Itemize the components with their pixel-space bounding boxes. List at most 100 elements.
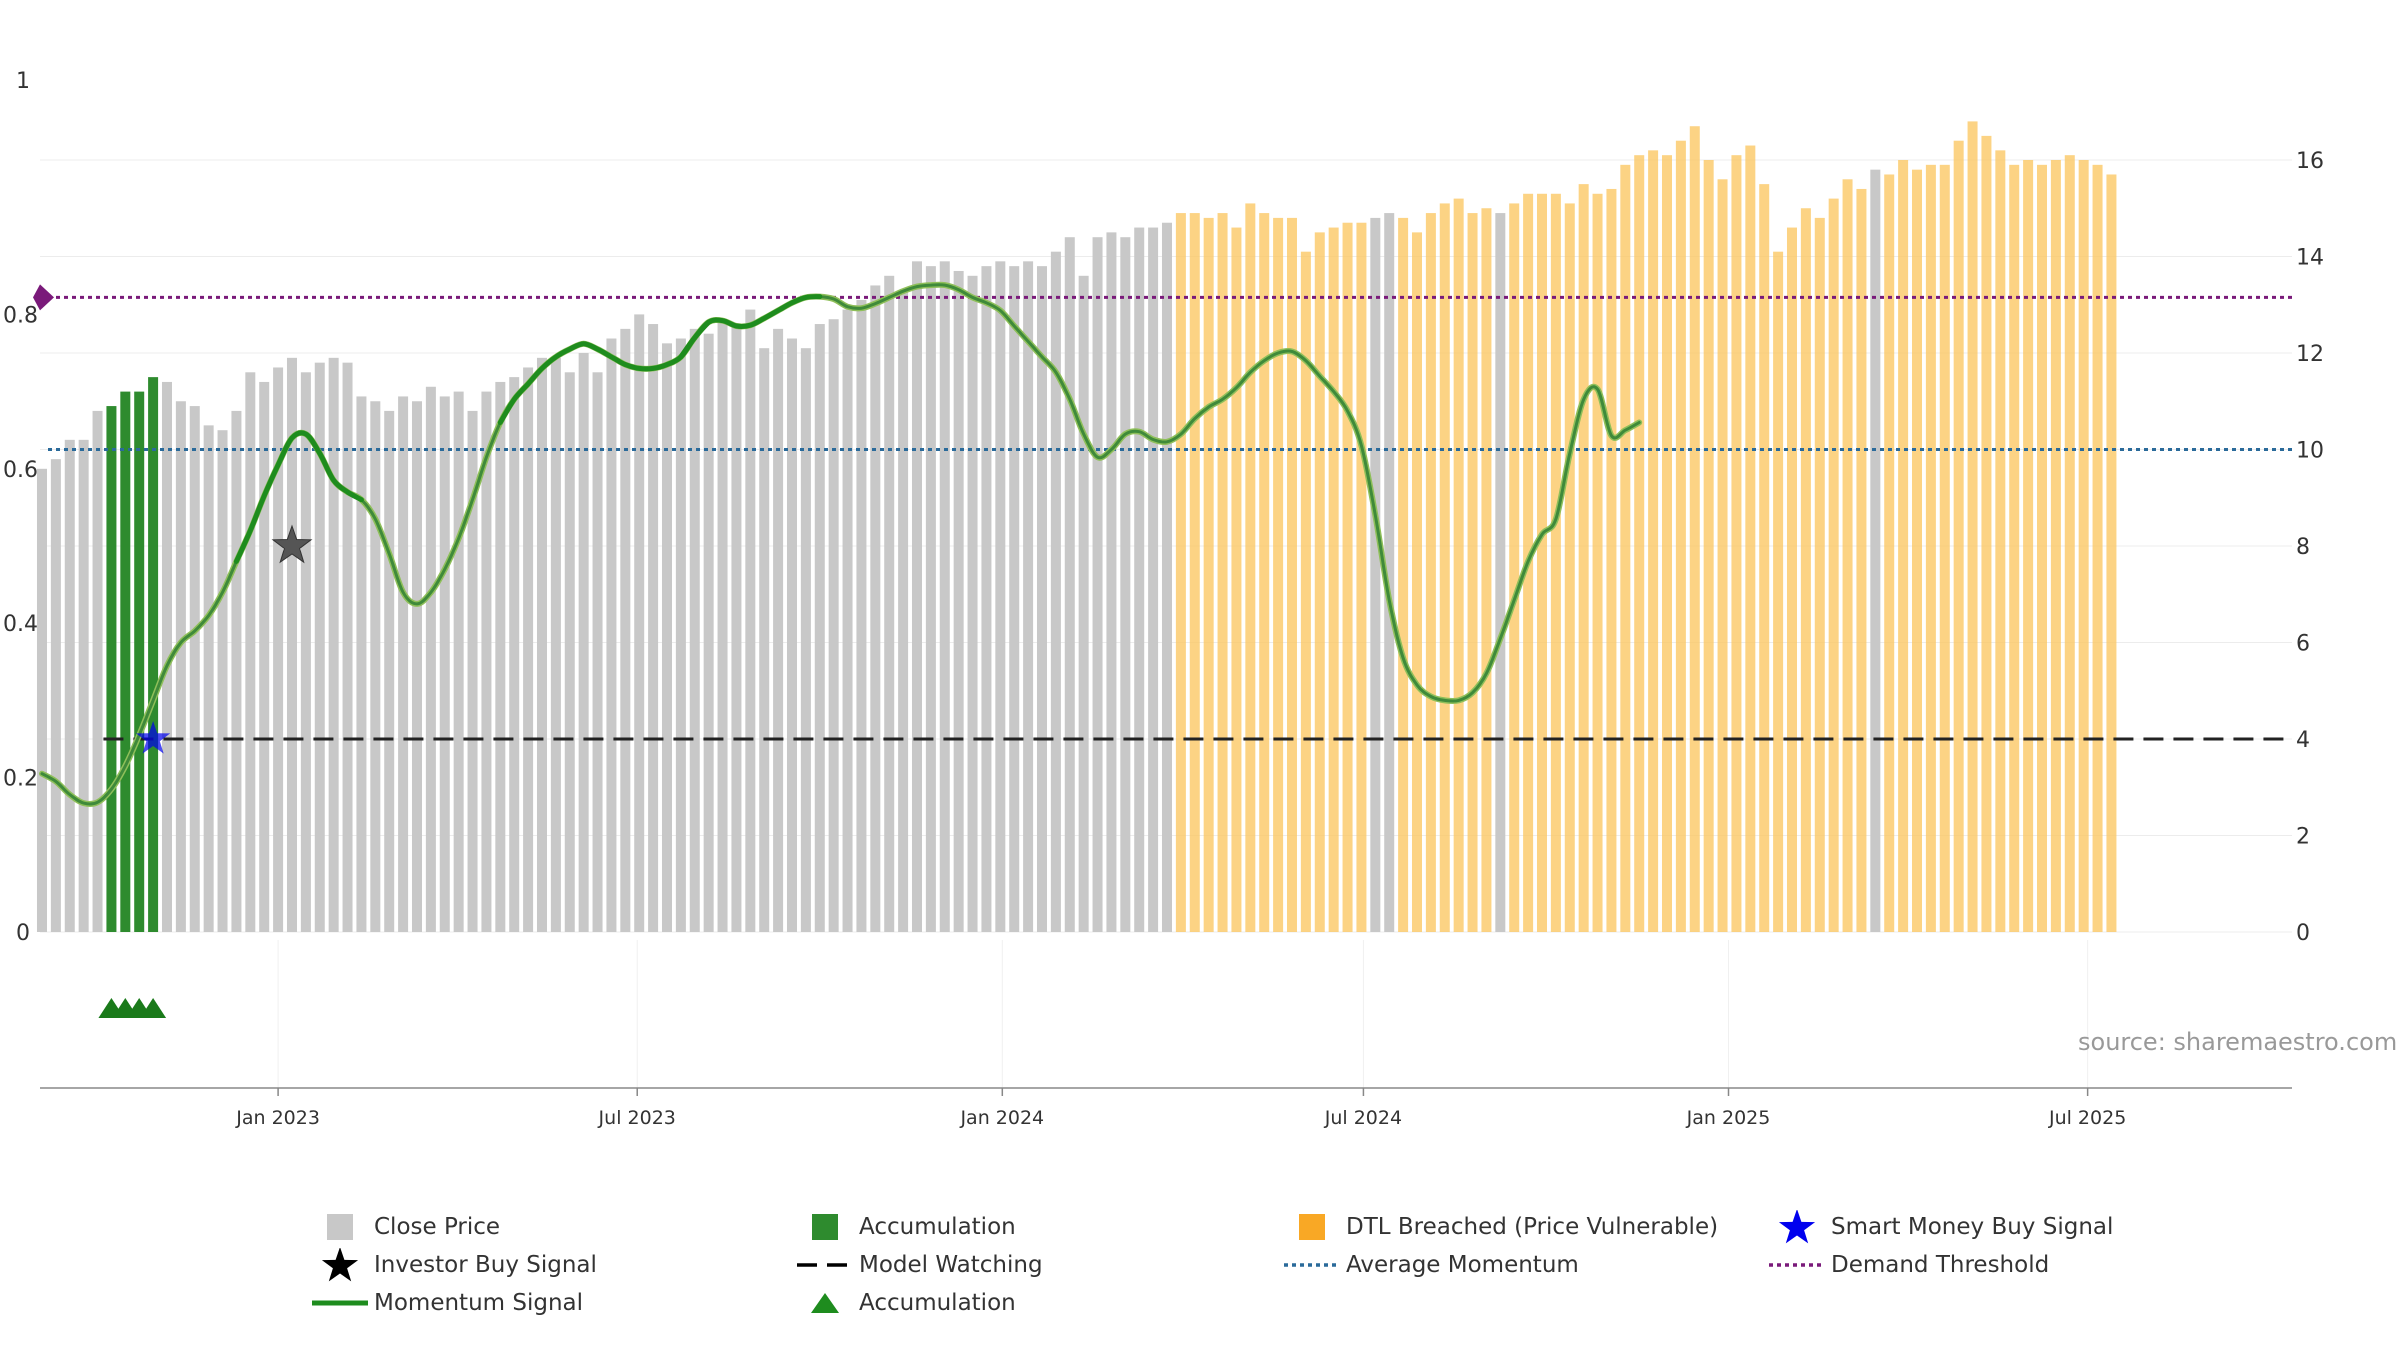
close-price-bar: [634, 314, 645, 932]
close-price-bar: [300, 372, 311, 932]
close-price-bar: [703, 333, 714, 932]
close-price-bar: [1120, 237, 1131, 932]
dtl-breached-bar: [2009, 164, 2020, 932]
legend-item: Average Momentum: [1282, 1248, 1579, 1282]
left-tick-label: 0.4: [3, 612, 38, 637]
close-price-bar: [564, 372, 575, 932]
x-tick-label: Jan 2025: [1686, 1107, 1771, 1129]
dtl-breached-bar: [1620, 164, 1631, 932]
dtl-breached-bar: [1981, 135, 1992, 932]
right-tick-label: 8: [2296, 535, 2310, 560]
dtl-breached-bar: [1245, 203, 1256, 933]
dtl-breached-bar: [1189, 213, 1200, 932]
close-price-bar: [717, 319, 728, 933]
x-tick-label: Jan 2024: [959, 1107, 1044, 1129]
close-price-bar: [411, 401, 422, 932]
dtl-breached-bar: [1481, 208, 1492, 932]
x-tick-label: Jan 2023: [235, 1107, 320, 1129]
close-price-bar: [1078, 275, 1089, 932]
axes: Jan 2023 Jul 2023 Jan 2024 Jul 2024 Jan 2025…: [3, 69, 2324, 1129]
right-tick-label: 0: [2296, 921, 2310, 946]
dtl-breached-bar: [1273, 217, 1284, 932]
left-tick-label: 0.8: [3, 303, 38, 328]
price-bars: [36, 121, 2117, 933]
dtl-breached-bar: [1425, 213, 1436, 932]
momentum-signal-line: [39, 281, 1643, 808]
close-price-bar: [92, 410, 103, 932]
close-price-bar: [1161, 222, 1172, 933]
dtl-breached-bar: [1217, 213, 1228, 932]
close-price-bar: [189, 406, 200, 932]
dtl-breached-bar: [1884, 174, 1895, 933]
dtl-breached-bar: [1411, 232, 1422, 932]
close-price-bar: [1106, 232, 1117, 932]
close-price-bar: [606, 338, 617, 932]
close-price-bar: [870, 285, 881, 932]
close-price-bar: [592, 372, 603, 932]
dtl-breached-bar: [2078, 160, 2089, 932]
close-price-bar: [370, 401, 381, 932]
accumulation-bar: [106, 406, 117, 932]
legend-item: Accumulation: [795, 1210, 1016, 1244]
close-price-bar: [64, 439, 75, 932]
right-tick-label: 10: [2296, 439, 2324, 464]
legend-item: DTL Breached (Price Vulnerable): [1282, 1210, 1718, 1244]
close-price-bar: [953, 270, 964, 933]
accumulation-bar: [120, 391, 131, 933]
close-price-bar: [314, 362, 325, 932]
dtl-breached-bar: [1842, 179, 1853, 933]
dtl-breached-bar: [1328, 227, 1339, 933]
dtl-breached-bar: [2050, 160, 2061, 932]
right-tick-label: 14: [2296, 246, 2324, 271]
legend-symbol-icon: [310, 1210, 370, 1244]
legend-item: Momentum Signal: [310, 1286, 583, 1320]
left-tick-label: 0: [16, 921, 30, 946]
close-price-bar: [967, 275, 978, 932]
dtl-breached-bar: [2036, 164, 2047, 932]
close-price-bar: [1036, 266, 1047, 932]
legend-symbol-icon: [310, 1286, 370, 1320]
close-price-bar: [1870, 169, 1881, 932]
dtl-breached-bar: [1953, 140, 1964, 932]
momentum-signal-path: [497, 319, 712, 425]
close-price-bar: [661, 343, 672, 933]
legend-item: Accumulation: [795, 1286, 1016, 1320]
dtl-breached-bar: [1550, 193, 1561, 932]
dtl-breached-bar: [1536, 193, 1547, 932]
close-price-bar: [745, 309, 756, 932]
close-price-bar: [995, 261, 1006, 932]
close-price-bar: [161, 381, 172, 932]
close-price-bar: [356, 396, 367, 932]
dtl-breached-bar: [1814, 217, 1825, 932]
dtl-breached-bar: [1675, 140, 1686, 932]
dtl-breached-bar: [2092, 164, 2103, 932]
close-price-bar: [1092, 237, 1103, 932]
right-tick-label: 2: [2296, 825, 2310, 850]
accumulation-bar: [134, 391, 145, 933]
buy-signals: [98, 524, 313, 1018]
close-price-bar: [578, 353, 589, 932]
legend-label: Momentum Signal: [374, 1290, 584, 1316]
dtl-breached-bar: [1175, 213, 1186, 932]
close-price-bar: [78, 439, 89, 932]
legend-label: Smart Money Buy Signal: [1831, 1214, 2114, 1240]
close-price-bar: [536, 357, 547, 932]
smart-money-buy-signal: [136, 721, 171, 754]
dtl-breached-bar: [2064, 155, 2075, 933]
legend-label: Close Price: [374, 1214, 501, 1240]
dtl-breached-bar: [1300, 251, 1311, 933]
close-price-bar: [175, 401, 186, 932]
source-label: source: sharemaestro.com: [2078, 1028, 2397, 1056]
close-price-bar: [648, 324, 659, 932]
dtl-breached-bar: [1731, 155, 1742, 933]
left-tick-label: 0.6: [3, 458, 38, 483]
close-price-bar: [523, 367, 534, 933]
dtl-breached-bar: [1773, 251, 1784, 933]
dtl-breached-bar: [1634, 155, 1645, 933]
close-price-bar: [439, 396, 450, 932]
legend-item: Smart Money Buy Signal: [1767, 1210, 2113, 1244]
legend-item: Demand Threshold: [1767, 1248, 2049, 1282]
dtl-breached-bar: [1911, 169, 1922, 932]
close-price-bar: [884, 275, 895, 932]
left-tick-label: 1: [16, 69, 30, 94]
